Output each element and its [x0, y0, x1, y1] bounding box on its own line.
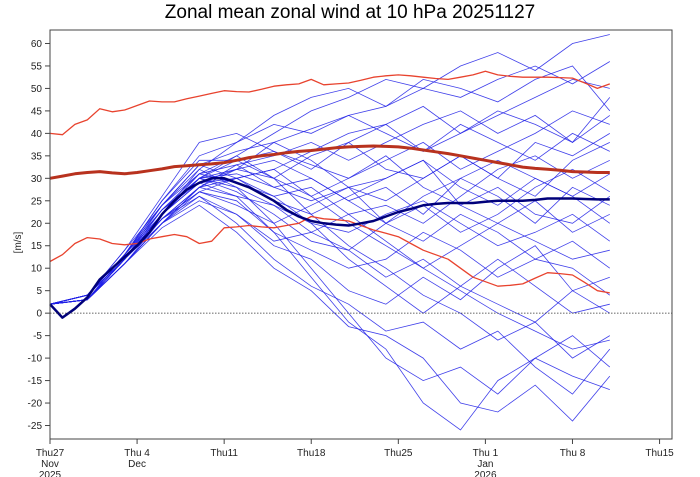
y-tick-label: 35 [31, 151, 43, 162]
y-tick-label: -25 [28, 421, 43, 432]
y-tick-label: -20 [28, 399, 43, 410]
x-tick-label: Thu18 [297, 448, 326, 459]
x-tick-label: Thu 4 [124, 448, 150, 459]
x-tick-label: Nov [41, 459, 59, 470]
ensemble-member-line [49, 164, 610, 305]
x-tick-label: Jan [477, 459, 493, 470]
x-tick-label: Thu 8 [560, 448, 586, 459]
climatology-mean-line [49, 144, 610, 180]
ensemble-member-line [49, 195, 611, 395]
ensemble-member-line [49, 155, 611, 359]
y-tick-label: 30 [31, 174, 43, 185]
y-tick-label: 15 [31, 241, 43, 252]
x-tick-label: 2025 [39, 470, 62, 477]
y-tick-label: 45 [31, 106, 43, 117]
ensemble-mean-line [49, 177, 610, 319]
x-tick-label: Thu27 [36, 448, 65, 459]
y-tick-label: -10 [28, 354, 43, 365]
ensemble-member-line [49, 61, 611, 305]
x-tick-label: Thu15 [645, 448, 674, 459]
y-tick-label: 25 [31, 196, 43, 207]
y-tick-label: 0 [36, 309, 42, 320]
ensemble-member-line [49, 110, 610, 305]
climatology-max-line [49, 70, 611, 136]
ensemble-member-line [49, 204, 611, 422]
x-tick-label: Thu11 [210, 448, 238, 459]
ensemble-member-line [49, 155, 610, 305]
x-tick-label: Thu25 [384, 448, 413, 459]
chart-title: Zonal mean zonal wind at 10 hPa 20251127 [164, 2, 536, 23]
y-tick-label: -5 [33, 331, 42, 342]
ensemble-member-line [49, 78, 610, 305]
ensemble-member-line [49, 168, 610, 395]
y-tick-label: 55 [31, 61, 43, 72]
x-tick-label: 2026 [474, 470, 497, 477]
y-axis-label: [m/s] [13, 231, 24, 253]
y-tick-label: -15 [28, 376, 43, 387]
ensemble-member-line [49, 186, 610, 314]
x-tick-label: Thu 1 [473, 448, 499, 459]
plot-frame [49, 29, 673, 440]
y-tick-label: 5 [36, 286, 42, 297]
y-tick-label: 10 [31, 264, 43, 275]
ensemble-member-line [49, 133, 611, 305]
y-tick-label: 60 [31, 39, 43, 50]
climatology-min-line [49, 215, 610, 294]
y-tick-label: 20 [31, 219, 43, 230]
y-tick-label: 50 [31, 84, 43, 95]
ensemble-member-line [49, 141, 610, 305]
x-tick-label: Dec [128, 459, 146, 470]
y-tick-label: 40 [31, 129, 43, 140]
